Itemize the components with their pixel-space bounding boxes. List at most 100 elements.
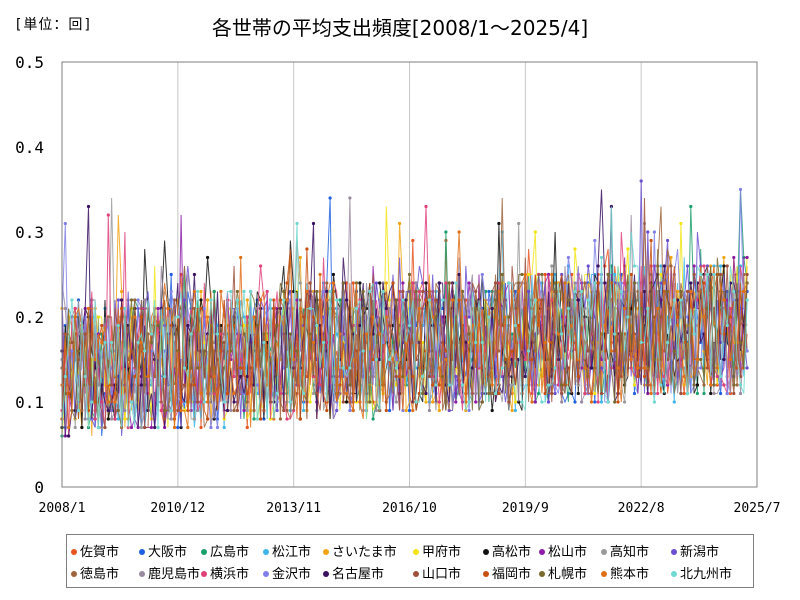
series-layer <box>60 179 749 438</box>
data-point <box>493 281 498 285</box>
data-point <box>202 340 206 345</box>
data-point <box>295 349 299 353</box>
data-point <box>222 425 226 430</box>
data-point <box>404 408 408 413</box>
data-point <box>384 306 388 311</box>
data-point <box>278 417 282 421</box>
data-point <box>639 340 643 345</box>
data-point <box>672 298 676 302</box>
data-point <box>632 383 637 387</box>
data-point <box>103 340 107 345</box>
data-point <box>550 272 554 277</box>
data-point <box>507 315 511 319</box>
data-point <box>709 383 713 387</box>
data-point <box>583 391 587 396</box>
data-point <box>338 383 342 387</box>
data-point <box>662 281 666 285</box>
legend-label: 松山市 <box>548 545 588 560</box>
data-point <box>497 349 501 353</box>
data-point <box>325 298 329 302</box>
data-point <box>570 323 574 328</box>
legend-marker-icon <box>539 570 545 577</box>
data-point <box>537 391 541 396</box>
data-point <box>497 221 501 226</box>
data-point <box>123 306 127 311</box>
data-point <box>110 340 114 345</box>
data-point <box>715 366 719 370</box>
data-point <box>358 281 362 285</box>
legend-item: 松山市 <box>539 541 587 560</box>
data-point <box>490 306 494 311</box>
data-point <box>444 230 448 234</box>
data-point <box>288 298 292 302</box>
data-point <box>414 281 418 285</box>
legend-item: さいたま市 <box>323 541 397 560</box>
data-point <box>70 298 74 302</box>
data-point <box>345 298 349 302</box>
data-point <box>523 357 527 362</box>
data-point <box>311 391 316 396</box>
data-point <box>573 289 577 294</box>
data-point <box>325 289 329 294</box>
x-tick-label: 2008/1 <box>39 501 86 516</box>
data-point <box>83 417 87 421</box>
data-point <box>348 196 352 200</box>
data-point <box>580 400 584 404</box>
data-point <box>695 391 700 396</box>
y-tick-label: 0.3 <box>15 223 44 242</box>
x-tick-label: 2010/12 <box>150 501 205 516</box>
data-point <box>735 383 739 387</box>
data-point <box>255 417 259 421</box>
data-point <box>742 289 746 294</box>
data-point <box>715 374 719 379</box>
data-point <box>593 281 597 285</box>
data-point <box>632 391 637 396</box>
data-point <box>206 298 210 302</box>
data-point <box>93 417 97 421</box>
data-point <box>659 383 663 387</box>
data-point <box>192 417 196 421</box>
data-point <box>176 425 180 430</box>
data-point <box>76 408 81 413</box>
x-tick-label: 2013/11 <box>266 501 321 516</box>
data-point <box>434 298 438 302</box>
data-point <box>566 298 571 302</box>
data-point <box>431 400 435 404</box>
legend-label: 名古屋市 <box>332 567 385 582</box>
data-point <box>437 366 441 370</box>
data-point <box>659 264 663 268</box>
data-point <box>318 383 322 387</box>
data-point <box>272 306 276 311</box>
data-point <box>722 298 726 302</box>
data-point <box>341 366 345 370</box>
data-point <box>543 340 547 345</box>
data-point <box>629 315 633 319</box>
legend-marker-icon <box>71 570 77 577</box>
data-point <box>613 400 617 404</box>
data-point <box>305 289 309 294</box>
data-point <box>318 272 322 277</box>
data-point <box>596 400 600 404</box>
data-point <box>517 221 521 226</box>
data-point <box>467 281 471 285</box>
data-point <box>543 272 547 277</box>
data-point <box>705 272 710 277</box>
data-point <box>163 417 167 421</box>
data-point <box>311 340 316 345</box>
data-point <box>245 315 249 319</box>
data-point <box>394 400 398 404</box>
data-point <box>642 289 647 294</box>
data-point <box>732 383 736 387</box>
data-point <box>189 366 193 370</box>
data-point <box>470 366 474 370</box>
data-point <box>540 272 544 277</box>
legend-label: さいたま市 <box>332 545 397 560</box>
data-point <box>394 298 398 302</box>
legend-marker-icon <box>601 570 607 577</box>
data-point <box>149 340 153 345</box>
data-point <box>623 306 627 311</box>
data-point <box>189 383 193 387</box>
data-point <box>666 238 670 243</box>
x-axis-ticks: 2008/1 2010/12 2013/11 2016/10 2019/9 2022/8 2… <box>39 501 781 516</box>
data-point <box>487 298 491 302</box>
